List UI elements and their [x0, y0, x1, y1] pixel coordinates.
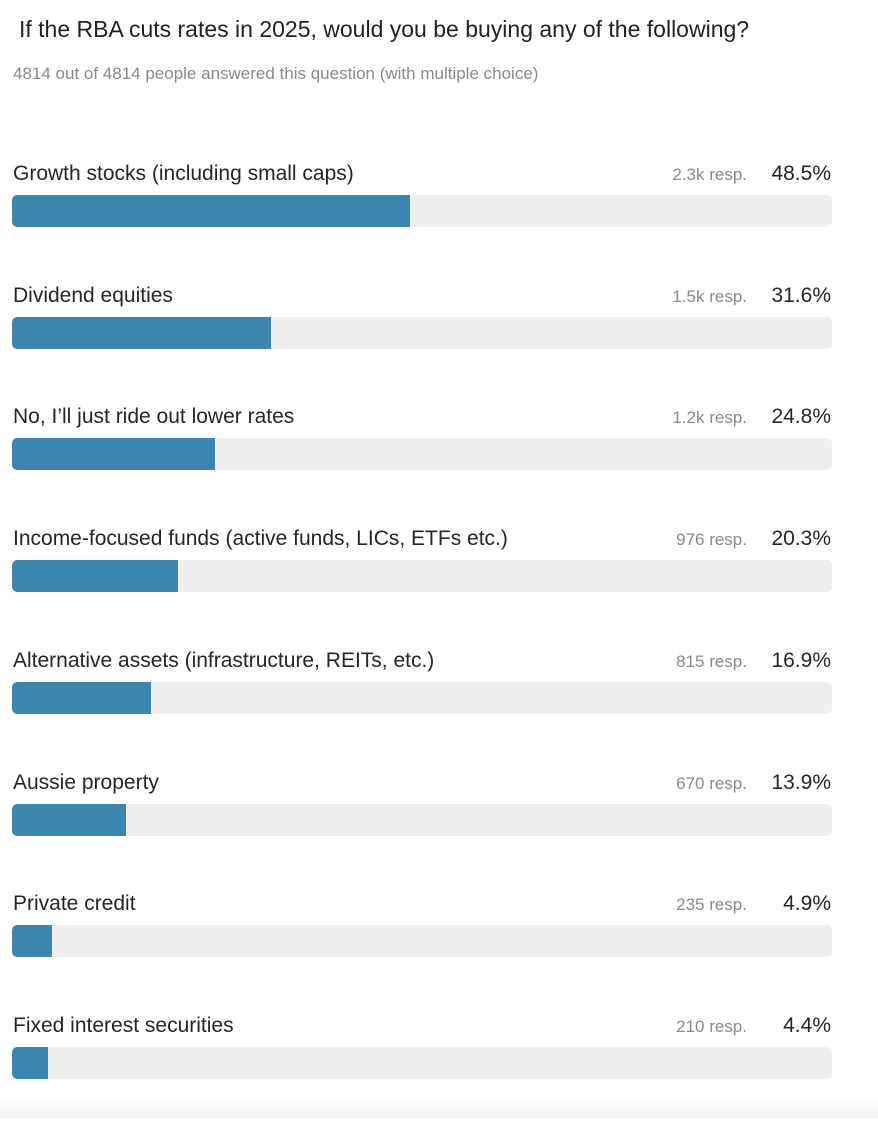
bar-track	[12, 438, 832, 470]
bar-fill	[12, 317, 271, 349]
option-percentage: 31.6%	[771, 284, 831, 307]
bar-track	[12, 1047, 832, 1079]
bar-fill	[12, 804, 126, 836]
option-response-count: 235 resp.	[676, 895, 747, 914]
option-label: Dividend equities	[13, 284, 173, 307]
poll-answered-count: 4814 out of 4814 people answered this qu…	[13, 64, 539, 83]
bottom-fade	[0, 1096, 878, 1118]
poll-option: No, I’ll just ride out lower rates 1.2k r…	[0, 403, 878, 513]
poll-option: Private credit 235 resp. 4.9%	[0, 890, 878, 1000]
option-response-count: 1.5k resp.	[672, 287, 747, 306]
bar-track	[12, 925, 832, 957]
bar-track	[12, 560, 832, 592]
poll-option: Dividend equities 1.5k resp. 31.6%	[0, 282, 878, 392]
option-label: No, I’ll just ride out lower rates	[13, 405, 295, 428]
poll-option: Alternative assets (infrastructure, REIT…	[0, 647, 878, 757]
bar-fill	[12, 682, 151, 714]
bar-fill	[12, 438, 215, 470]
option-response-count: 1.2k resp.	[672, 408, 747, 427]
poll-question: If the RBA cuts rates in 2025, would you…	[19, 16, 750, 42]
option-percentage: 4.9%	[783, 892, 831, 915]
bar-fill	[12, 560, 178, 592]
bar-fill	[12, 195, 410, 227]
poll-option: Aussie property 670 resp. 13.9%	[0, 769, 878, 879]
bar-fill	[12, 1047, 48, 1079]
option-label: Alternative assets (infrastructure, REIT…	[13, 649, 435, 672]
option-response-count: 670 resp.	[676, 774, 747, 793]
option-percentage: 24.8%	[771, 405, 831, 428]
poll-option: Income-focused funds (active funds, LICs…	[0, 525, 878, 635]
bar-track	[12, 195, 832, 227]
bar-track	[12, 804, 832, 836]
bar-fill	[12, 925, 52, 957]
option-percentage: 20.3%	[771, 527, 831, 550]
bar-track	[12, 682, 832, 714]
option-percentage: 16.9%	[771, 649, 831, 672]
option-response-count: 976 resp.	[676, 530, 747, 549]
option-response-count: 2.3k resp.	[672, 165, 747, 184]
option-percentage: 48.5%	[771, 162, 831, 185]
option-label: Private credit	[13, 892, 136, 915]
option-percentage: 13.9%	[771, 771, 831, 794]
option-percentage: 4.4%	[783, 1014, 831, 1037]
bar-track	[12, 317, 832, 349]
poll-option: Growth stocks (including small caps) 2.3k…	[0, 160, 878, 270]
option-label: Growth stocks (including small caps)	[13, 162, 354, 185]
option-label: Aussie property	[13, 771, 159, 794]
option-response-count: 815 resp.	[676, 652, 747, 671]
option-response-count: 210 resp.	[676, 1017, 747, 1036]
poll-option: Fixed interest securities 210 resp. 4.4%	[0, 1012, 878, 1122]
option-label: Income-focused funds (active funds, LICs…	[13, 527, 508, 550]
option-label: Fixed interest securities	[13, 1014, 234, 1037]
